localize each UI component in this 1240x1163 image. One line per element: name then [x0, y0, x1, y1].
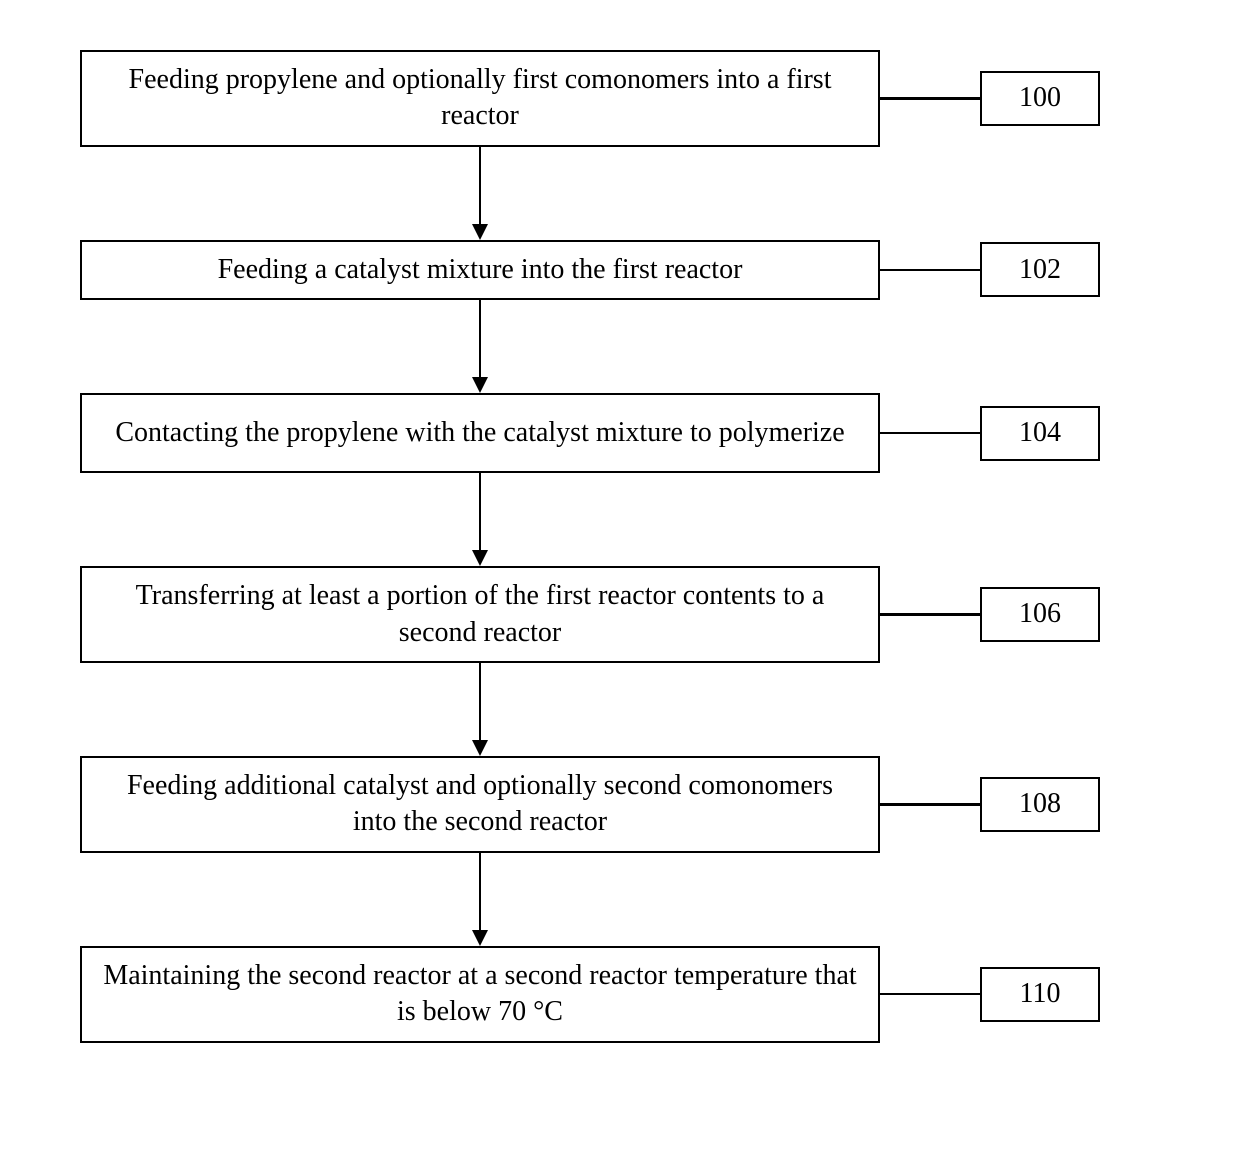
- step-label-text: 102: [1019, 252, 1061, 288]
- arrow-head-icon: [472, 740, 488, 756]
- process-step-text: Maintaining the second reactor at a seco…: [102, 958, 858, 1031]
- arrow-shaft: [479, 147, 482, 225]
- arrow-head-icon: [472, 377, 488, 393]
- connector-line: [880, 97, 980, 100]
- step-label-text: 104: [1019, 415, 1061, 451]
- arrow-shaft: [479, 853, 482, 931]
- process-step-box: Feeding a catalyst mixture into the firs…: [80, 240, 880, 300]
- process-step-text: Transferring at least a portion of the f…: [102, 578, 858, 651]
- step-label-box: 100: [980, 71, 1100, 126]
- connector-line: [880, 613, 980, 616]
- step-label-box: 108: [980, 777, 1100, 832]
- flowchart-row: Contacting the propylene with the cataly…: [60, 393, 1180, 473]
- connector-line: [880, 803, 980, 806]
- arrow-down: [472, 147, 488, 240]
- flowchart-row: Feeding propylene and optionally first c…: [60, 50, 1180, 147]
- step-label-box: 102: [980, 242, 1100, 297]
- flowchart-row: Feeding additional catalyst and optional…: [60, 756, 1180, 853]
- process-step-box: Feeding propylene and optionally first c…: [80, 50, 880, 147]
- step-label-text: 100: [1019, 80, 1061, 116]
- step-label-box: 110: [980, 967, 1100, 1022]
- arrow-down: [472, 300, 488, 393]
- process-step-text: Feeding additional catalyst and optional…: [102, 768, 858, 841]
- process-step-box: Feeding additional catalyst and optional…: [80, 756, 880, 853]
- arrow-head-icon: [472, 930, 488, 946]
- arrow-down: [472, 473, 488, 566]
- arrow-head-icon: [472, 224, 488, 240]
- flowchart-row: Maintaining the second reactor at a seco…: [60, 946, 1180, 1043]
- arrow-shaft: [479, 473, 482, 551]
- connector-line: [880, 269, 980, 272]
- arrow-down: [472, 853, 488, 946]
- step-label-box: 104: [980, 406, 1100, 461]
- process-step-text: Feeding propylene and optionally first c…: [102, 62, 858, 135]
- connector-line: [880, 993, 980, 996]
- flowchart-container: Feeding propylene and optionally first c…: [60, 50, 1180, 1043]
- step-label-box: 106: [980, 587, 1100, 642]
- process-step-box: Transferring at least a portion of the f…: [80, 566, 880, 663]
- connector-line: [880, 432, 980, 435]
- step-label-text: 106: [1019, 596, 1061, 632]
- process-step-box: Maintaining the second reactor at a seco…: [80, 946, 880, 1043]
- flowchart-row: Transferring at least a portion of the f…: [60, 566, 1180, 663]
- process-step-box: Contacting the propylene with the cataly…: [80, 393, 880, 473]
- process-step-text: Feeding a catalyst mixture into the firs…: [218, 252, 743, 288]
- flowchart-row: Feeding a catalyst mixture into the firs…: [60, 240, 1180, 300]
- arrow-down: [472, 663, 488, 756]
- arrow-shaft: [479, 663, 482, 741]
- process-step-text: Contacting the propylene with the cataly…: [115, 415, 844, 451]
- arrow-shaft: [479, 300, 482, 378]
- arrow-head-icon: [472, 550, 488, 566]
- step-label-text: 108: [1019, 786, 1061, 822]
- step-label-text: 110: [1020, 976, 1061, 1012]
